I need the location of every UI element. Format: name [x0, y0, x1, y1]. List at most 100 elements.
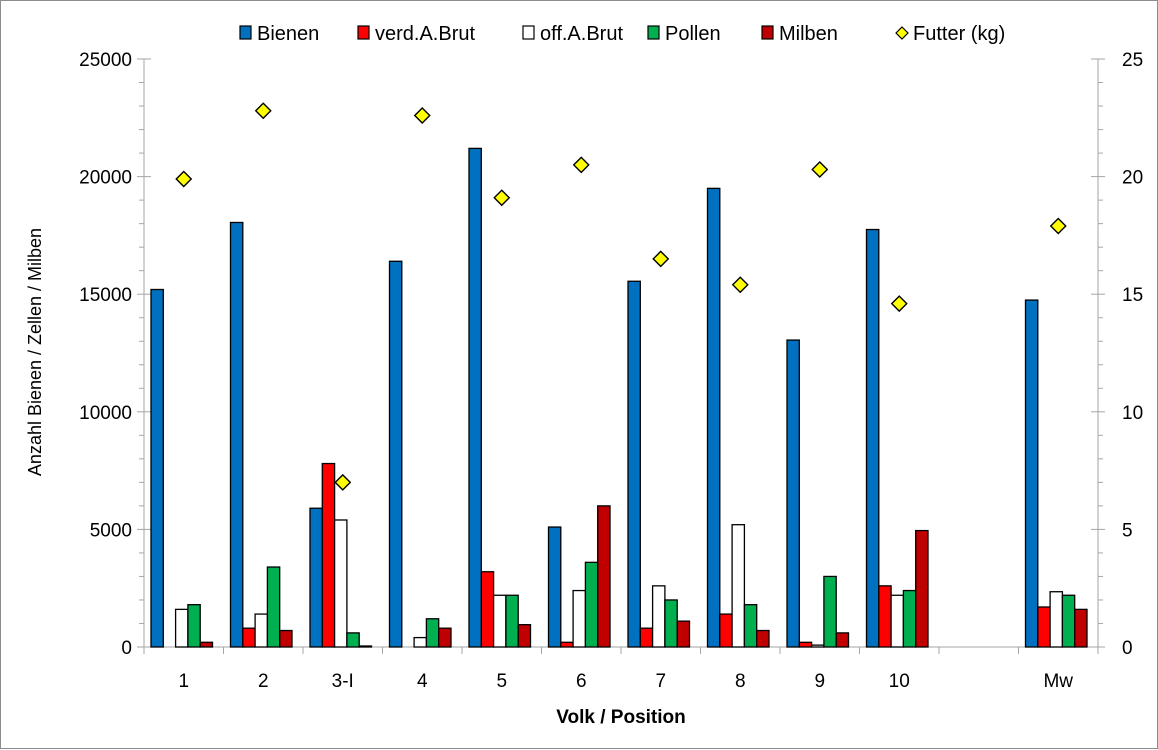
x-tick-label: 5 — [496, 671, 507, 692]
bar-pollen — [584, 561, 599, 648]
futter-marker — [413, 106, 431, 124]
bar-off-a-brut — [1049, 591, 1064, 648]
legend-label: Futter (kg) — [913, 23, 1005, 45]
y2-tick-label: 20 — [1122, 168, 1143, 189]
x-tick-label: 3-I — [332, 671, 354, 692]
legend-label: off.A.Brut — [540, 23, 623, 45]
bar-pollen — [425, 618, 440, 648]
x-tick-label: Mw — [1043, 671, 1073, 692]
y-tick-label: 25000 — [79, 50, 132, 71]
legend-diamond-icon — [895, 26, 909, 40]
bar-milben — [756, 629, 770, 648]
y-tick-label: 5000 — [90, 520, 132, 541]
legend-label: verd.A.Brut — [375, 23, 475, 45]
bar-off-a-brut — [174, 608, 189, 648]
futter-marker — [175, 170, 193, 188]
bar-off-a-brut — [572, 589, 587, 648]
bar-milben — [438, 627, 452, 648]
y-tick-label: 20000 — [79, 168, 132, 189]
bar-off-a-brut — [413, 636, 428, 648]
legend-swatch — [761, 25, 774, 40]
bar-verd-a-brut — [719, 613, 733, 648]
x-tick-label: 6 — [576, 671, 587, 692]
legend-label: Bienen — [257, 23, 319, 45]
bar-milben — [915, 529, 929, 648]
x-tick-label: 8 — [735, 671, 746, 692]
bar-bienen — [706, 187, 721, 648]
futter-marker — [811, 161, 829, 179]
bars — [150, 147, 1088, 648]
bar-off-a-brut — [492, 594, 507, 648]
bar-verd-a-brut — [878, 585, 892, 648]
bar-off-a-brut — [333, 519, 348, 648]
futter-marker — [254, 102, 272, 120]
x-tick-label: 1 — [178, 671, 189, 692]
bar-off-a-brut — [731, 524, 746, 648]
bar-bienen — [865, 228, 880, 648]
bar-pollen — [823, 575, 837, 648]
bar-off-a-brut — [651, 585, 666, 648]
bar-pollen — [187, 604, 201, 648]
bar-milben — [358, 645, 373, 648]
bar-pollen — [902, 589, 917, 648]
bar-bienen — [1024, 299, 1039, 648]
bar-verd-a-brut — [242, 627, 256, 648]
bar-milben — [676, 620, 691, 648]
futter-marker — [493, 189, 511, 207]
legend-swatch — [239, 25, 252, 40]
bar-bienen — [229, 221, 244, 648]
legend-swatch — [522, 25, 535, 40]
bar-pollen — [1061, 594, 1076, 648]
futter-markers — [175, 102, 1067, 491]
y2-tick-label: 15 — [1122, 285, 1143, 306]
bar-off-a-brut — [254, 613, 269, 648]
bar-off-a-brut — [810, 644, 825, 648]
y-tick-label: 10000 — [79, 403, 132, 424]
futter-marker — [652, 250, 670, 268]
y2-tick-label: 5 — [1122, 520, 1133, 541]
bar-milben — [199, 641, 214, 648]
bar-pollen — [664, 599, 678, 648]
y-tick-label: 0 — [121, 638, 132, 659]
x-tick-label: 4 — [417, 671, 428, 692]
bar-bienen — [150, 288, 164, 648]
bar-bienen — [388, 260, 403, 648]
bar-verd-a-brut — [321, 462, 336, 648]
legend-swatch — [357, 25, 370, 40]
bar-bienen — [468, 147, 482, 648]
bar-verd-a-brut — [639, 627, 654, 648]
bar-milben — [517, 624, 532, 648]
y-tick-label: 15000 — [79, 285, 132, 306]
futter-marker — [731, 276, 749, 294]
futter-marker — [334, 473, 352, 491]
bar-pollen — [266, 566, 281, 648]
bar-milben — [835, 632, 850, 648]
y2-tick-label: 25 — [1122, 50, 1143, 71]
bar-verd-a-brut — [480, 571, 495, 648]
bar-off-a-brut — [890, 594, 905, 648]
y-axis-title: Anzahl Bienen / Zellen / Milben — [25, 228, 45, 476]
bar-verd-a-brut — [1037, 606, 1051, 648]
bar-bienen — [547, 526, 562, 648]
legend-swatch — [647, 25, 660, 40]
x-tick-label: 7 — [655, 671, 666, 692]
bar-verd-a-brut — [798, 641, 813, 648]
x-tick-label: 9 — [814, 671, 825, 692]
bar-verd-a-brut — [560, 641, 574, 648]
legend-label: Pollen — [665, 23, 721, 45]
bar-pollen — [346, 632, 360, 648]
futter-marker — [1049, 217, 1067, 235]
bar-milben — [279, 629, 293, 648]
futter-marker — [572, 156, 590, 174]
legend: Bienen verd.A.Brut off.A.Brut Pollen Milben F… — [239, 23, 1005, 45]
bar-bienen — [309, 507, 323, 648]
x-axis-title: Volk / Position — [556, 707, 686, 728]
bar-bienen — [786, 339, 800, 648]
x-tick-label: 2 — [258, 671, 269, 692]
bar-bienen — [627, 280, 641, 648]
futter-marker — [890, 295, 908, 313]
y2-tick-label: 10 — [1122, 403, 1143, 424]
bar-pollen — [743, 604, 758, 648]
